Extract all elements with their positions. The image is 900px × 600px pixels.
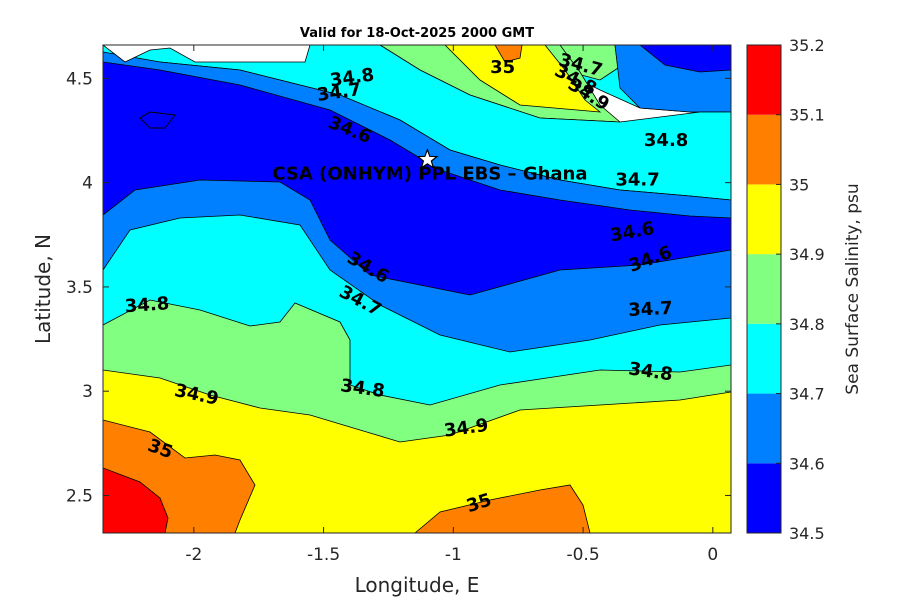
site-annotation: CSA (ONHYM) PPL EBS – Ghana <box>272 163 587 184</box>
site-star-icon <box>416 147 439 170</box>
x-tick-label: -0.5 <box>566 545 599 565</box>
no-data-gap <box>103 45 311 63</box>
x-tick-label: -2 <box>185 545 202 565</box>
band-ne-34-5 <box>639 45 731 73</box>
y-tick-label: 4.5 <box>66 69 93 89</box>
y-axis: 2.5 3 3.5 4 4.5 <box>66 69 731 506</box>
colorbar: 34.5 34.6 34.7 34.8 34.9 35 35.1 35.2 <box>746 36 825 543</box>
plot-area: 34.834.735 34.734.834.934.6 34.834.734.634… <box>103 45 731 533</box>
x-tick-label: 0 <box>707 545 718 565</box>
colorbar-frame <box>746 44 782 534</box>
contour-label: 34.8 <box>644 130 688 151</box>
closed-contour-small <box>139 111 176 129</box>
y-tick-label: 3 <box>82 382 93 402</box>
contour-label: 35 <box>490 57 515 78</box>
colorbar-tick-label: 34.5 <box>789 524 825 543</box>
colorbar-tick-label: 34.8 <box>789 315 825 334</box>
colorbar-segment <box>747 254 781 324</box>
annotations-layer: CSA (ONHYM) PPL EBS – Ghana <box>272 163 587 184</box>
band-n-34-6 <box>103 51 731 219</box>
band-35-1-35-2 <box>103 467 169 533</box>
colorbar-tick-label: 35.2 <box>789 36 825 55</box>
colorbar-label: Sea Surface Salinity, psu <box>843 183 863 394</box>
y-tick-label: 4 <box>82 174 93 194</box>
colorbar-segment <box>747 45 781 115</box>
y-tick-label: 3.5 <box>66 278 93 298</box>
contour-label: 34.7 <box>628 298 673 321</box>
colorbar-segment <box>747 323 781 394</box>
colorbar-tick-label: 34.7 <box>789 385 825 404</box>
x-axis-label: Longitude, E <box>355 573 480 597</box>
band-35-0-35-1-south <box>414 484 591 533</box>
y-axis-label: Latitude, N <box>31 234 55 344</box>
colorbar-segment <box>747 114 781 185</box>
band-n-35-0 <box>494 45 523 63</box>
colorbar-tick-label: 35 <box>789 175 809 194</box>
y-tick-label: 2.5 <box>66 486 93 506</box>
contour-label: 34.7 <box>615 170 659 191</box>
colorbar-segment <box>747 463 781 533</box>
contour-label: 34.8 <box>124 293 170 317</box>
colorbar-tick-label: 35.1 <box>789 106 825 125</box>
plot-frame <box>102 44 732 534</box>
x-tick-label: -1 <box>445 545 462 565</box>
band-n-34-9 <box>444 45 602 113</box>
colorbar-tick-label: 34.6 <box>789 454 825 473</box>
colorbar-segment <box>747 184 781 255</box>
colorbar-segment <box>747 393 781 464</box>
chart-title: Valid for 18-Oct-2025 2000 GMT <box>300 26 534 41</box>
colorbar-tick-label: 34.9 <box>789 245 825 264</box>
x-tick-label: -1.5 <box>307 545 340 565</box>
markers-layer <box>416 147 439 170</box>
x-axis: -2 -1.5 -1 -0.5 0 <box>185 45 718 565</box>
